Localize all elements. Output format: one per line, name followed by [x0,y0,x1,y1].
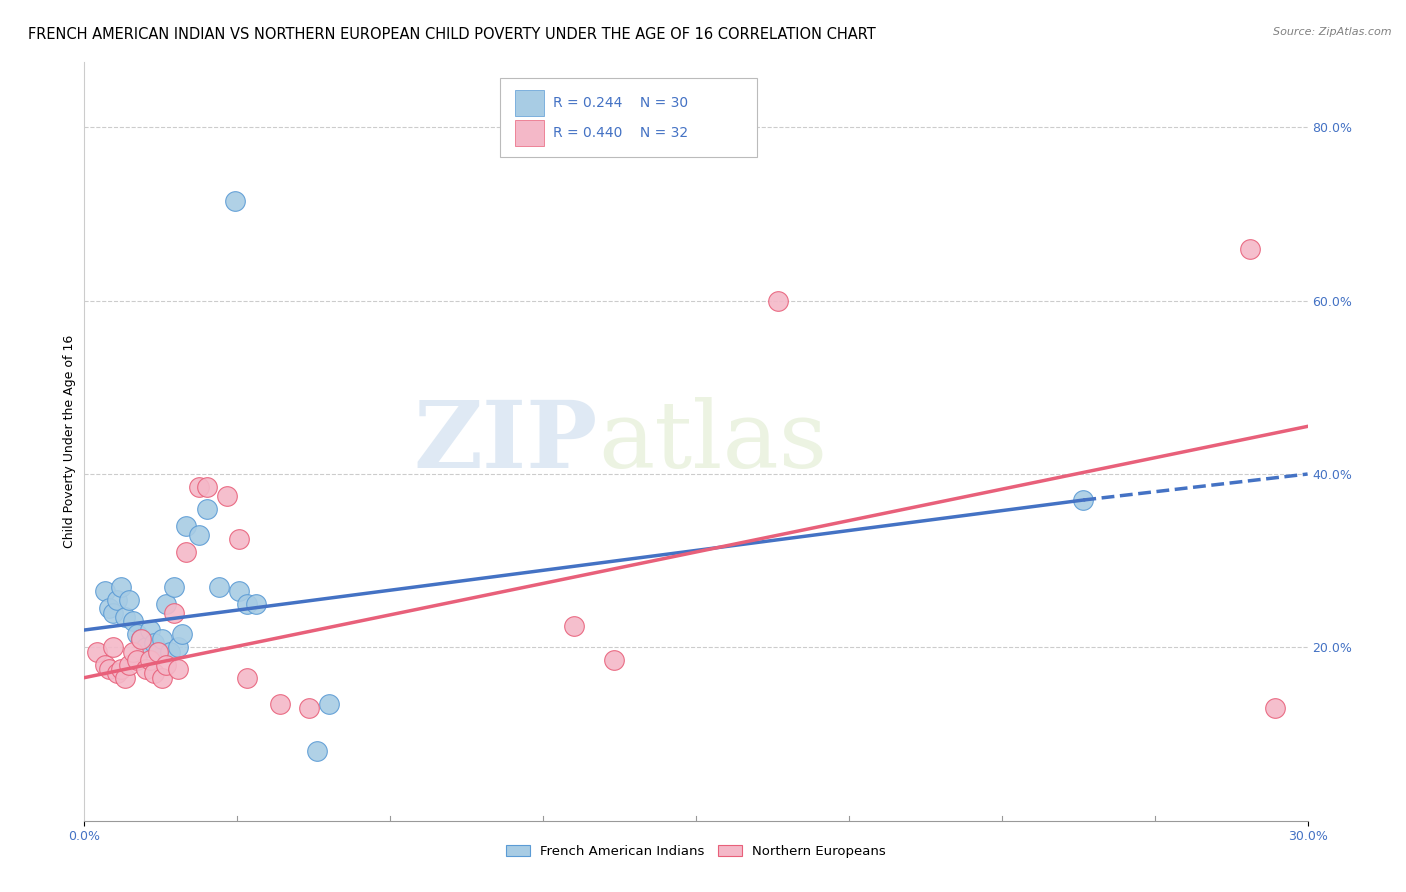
Point [131,632,153,646]
Point [93,657,115,672]
Legend: French American Indians, Northern Europeans: French American Indians, Northern Europe… [501,839,891,863]
Point [155,657,177,672]
Point [1073,493,1095,508]
Point [110,580,132,594]
Point [224,194,246,208]
Point [187,480,209,494]
Point [101,606,124,620]
Point [766,293,789,308]
Point [138,653,160,667]
Point [114,610,136,624]
Point [118,657,141,672]
Point [127,627,149,641]
FancyBboxPatch shape [515,90,544,116]
Point [150,671,173,685]
Point [245,597,267,611]
Point [318,697,340,711]
Point [101,640,124,655]
Point [105,592,128,607]
Point [298,701,321,715]
Point [142,636,165,650]
Point [228,584,250,599]
Text: atlas: atlas [598,397,827,486]
Point [174,519,197,533]
Point [195,501,218,516]
Point [114,671,136,685]
Text: FRENCH AMERICAN INDIAN VS NORTHERN EUROPEAN CHILD POVERTY UNDER THE AGE OF 16 CO: FRENCH AMERICAN INDIAN VS NORTHERN EUROP… [28,27,876,42]
Point [195,480,218,494]
Point [1264,701,1286,715]
Point [97,662,120,676]
Point [1239,242,1261,256]
Point [155,597,177,611]
Y-axis label: Child Poverty Under the Age of 16: Child Poverty Under the Age of 16 [63,334,76,549]
Text: Source: ZipAtlas.com: Source: ZipAtlas.com [1274,27,1392,37]
Point [135,662,157,676]
Point [172,627,194,641]
Point [138,623,160,637]
Text: ZIP: ZIP [413,397,598,486]
Point [142,666,165,681]
Point [135,640,157,655]
FancyBboxPatch shape [501,78,758,157]
Point [174,545,197,559]
Point [228,532,250,546]
Point [131,632,153,646]
Point [167,662,190,676]
Point [105,666,128,681]
Point [163,606,186,620]
Point [208,580,231,594]
Text: R = 0.244    N = 30: R = 0.244 N = 30 [553,95,688,110]
Point [122,645,145,659]
Point [122,615,145,629]
Point [93,584,115,599]
FancyBboxPatch shape [515,120,544,145]
Point [163,580,186,594]
Text: R = 0.440    N = 32: R = 0.440 N = 32 [553,126,688,140]
Point [146,645,169,659]
Point [217,489,239,503]
Point [86,645,108,659]
Point [159,645,181,659]
Point [146,645,169,659]
Point [187,527,209,541]
Point [127,653,149,667]
Point [562,618,585,632]
Point [150,632,173,646]
Point [236,671,259,685]
Point [236,597,259,611]
Point [110,662,132,676]
Point [97,601,120,615]
Point [603,653,626,667]
Point [118,592,141,607]
Point [167,640,190,655]
Point [305,744,328,758]
Point [269,697,291,711]
